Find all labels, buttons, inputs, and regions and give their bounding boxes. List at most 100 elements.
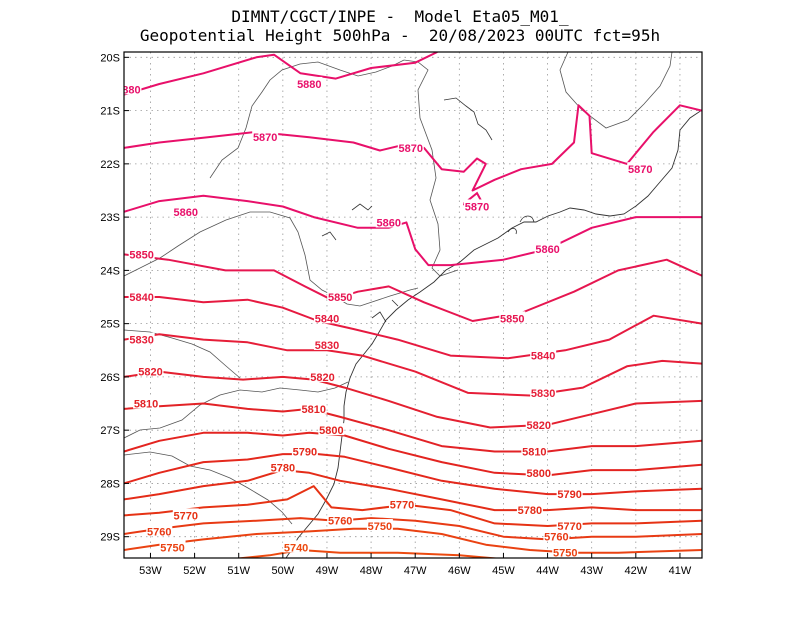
contour-label-bg (627, 162, 654, 175)
contour-5840 (124, 296, 702, 360)
contour-label: 5840 (531, 351, 555, 363)
x-tick-label: 43W (580, 565, 603, 577)
contour-label: 5750 (160, 542, 184, 554)
contour-5830 (124, 333, 702, 397)
contour-label-bg (318, 423, 345, 436)
title-line-1: DIMNT/CGCT/INPE - Model Eta05_M01_ (231, 7, 569, 26)
contour-label-bg (463, 199, 490, 212)
contour-label-bg (516, 503, 543, 516)
contour-label-bg (159, 540, 186, 553)
contour-5800 (124, 431, 702, 477)
axis-ticks: 53W 52W 51W 50W 49W 48W 47W 46W 45W 44W 43W 42W 41W 2… (100, 52, 691, 577)
contour-label-bg (128, 332, 155, 345)
contour-label-bg (252, 130, 279, 143)
contour-label: 5750 (553, 548, 577, 560)
contour-label-bg (309, 369, 336, 382)
x-tick-label: 51W (227, 565, 250, 577)
contour-label: 5750 (368, 521, 392, 533)
state-border (559, 52, 673, 129)
contour-label: 5840 (129, 292, 153, 304)
contour-label-bg (146, 524, 173, 537)
contour-label-bg (530, 348, 557, 361)
contour-label: 5830 (315, 340, 339, 352)
contour-label: 5880 (297, 79, 321, 91)
contour-5810 (124, 402, 702, 453)
contour-label-bg (327, 290, 354, 303)
state-border (124, 211, 419, 307)
y-tick-label: 22S (100, 159, 120, 171)
contour-label: 5850 (328, 292, 352, 304)
lat-lon-grid (124, 52, 702, 558)
x-tick-label: 47W (404, 565, 427, 577)
contour-label: 5870 (465, 201, 489, 213)
contour-label-bg (172, 204, 199, 217)
contour-label-bg (313, 311, 340, 324)
contour-label: 5860 (174, 207, 198, 219)
contour-labels: 5880 5880 5870 5870 5870 5870 5860 5860 5860 5850… (116, 76, 654, 560)
y-tick-label: 21S (100, 106, 120, 118)
contour-label-bg (296, 76, 323, 89)
contour-label: 5760 (544, 532, 568, 544)
y-tick-label: 23S (100, 212, 120, 224)
x-tick-label: 41W (669, 565, 692, 577)
coastlines-borders (124, 52, 702, 558)
contour-label-bg (552, 545, 579, 558)
contour-label: 5780 (271, 462, 295, 474)
contour-label: 5760 (147, 526, 171, 538)
contour-label: 5860 (535, 244, 559, 256)
x-tick-label: 46W (448, 565, 471, 577)
state-border (124, 451, 293, 525)
contour-label-bg (521, 444, 548, 457)
x-tick-label: 50W (272, 565, 295, 577)
coastline (285, 109, 702, 558)
x-tick-label: 48W (360, 565, 383, 577)
contour-5880 (124, 52, 438, 96)
contour-label: 5880 (116, 84, 140, 96)
contour-label: 5740 (284, 542, 308, 554)
contour-label-bg (556, 487, 583, 500)
x-tick-label: 45W (492, 565, 515, 577)
state-border (124, 381, 349, 439)
contour-label: 5780 (518, 505, 542, 517)
state-border (124, 329, 241, 379)
contour-label-bg (124, 82, 142, 95)
contour-5820 (124, 370, 702, 429)
contour-label: 5810 (522, 446, 546, 458)
contour-label-bg (556, 519, 583, 532)
contour-5760 (124, 517, 702, 541)
contour-5740 (233, 549, 502, 558)
contour-label: 5770 (390, 500, 414, 512)
y-tick-label: 27S (100, 425, 120, 437)
y-tick-label: 20S (100, 52, 120, 64)
y-tick-label: 29S (100, 532, 120, 544)
contour-5870 (124, 104, 702, 192)
contour-label: 5820 (310, 372, 334, 384)
y-tick-label: 25S (100, 319, 120, 331)
height-contours (124, 52, 702, 558)
contour-label-bg (283, 540, 310, 553)
contour-label-bg (530, 385, 557, 398)
contour-label: 5840 (315, 313, 339, 325)
contour-label-bg (133, 396, 160, 409)
contour-label-bg (525, 417, 552, 430)
contour-label-bg (128, 290, 155, 303)
contour-label: 5850 (500, 313, 524, 325)
coastal-islands (321, 97, 535, 323)
contour-label-bg (397, 140, 424, 153)
contour-5780 (124, 469, 702, 512)
contour-5790 (124, 453, 702, 496)
y-tick-label: 28S (100, 478, 120, 490)
contour-label-bg (313, 337, 340, 350)
contour-label: 5770 (174, 510, 198, 522)
contour-label: 5870 (628, 164, 652, 176)
contour-label: 5820 (527, 420, 551, 432)
contour-label: 5790 (293, 446, 317, 458)
contour-label-bg (291, 444, 318, 457)
x-tick-label: 42W (625, 565, 648, 577)
contour-label-bg (388, 497, 415, 510)
map-frame (123, 51, 703, 559)
contour-label: 5820 (138, 367, 162, 379)
contour-label-bg (543, 529, 570, 542)
